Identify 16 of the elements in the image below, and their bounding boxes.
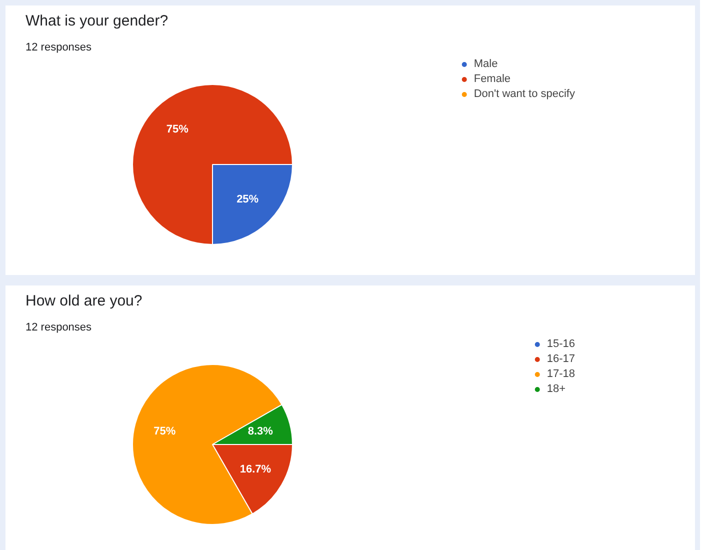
data-label: 75% (166, 123, 189, 136)
legend-label: 15-16 (546, 338, 575, 350)
chart-subtitle: 12 responses (26, 42, 92, 54)
legend-label: 17-18 (546, 368, 575, 380)
data-label: 8.3% (248, 426, 274, 438)
data-label: 25% (236, 194, 259, 206)
legend-label: Don't want to specify (474, 88, 575, 100)
chart-title: How old are you? (26, 292, 142, 310)
legend-label: Male (474, 58, 498, 70)
legend-label: Female (474, 73, 511, 85)
chart-subtitle: 12 responses (26, 322, 92, 334)
legend-label: 16-17 (546, 353, 575, 365)
legend-label: 18+ (546, 383, 567, 395)
data-label: 16.7% (240, 463, 272, 476)
chart-title: What is your gender? (26, 12, 168, 30)
data-label: 75% (154, 426, 176, 438)
